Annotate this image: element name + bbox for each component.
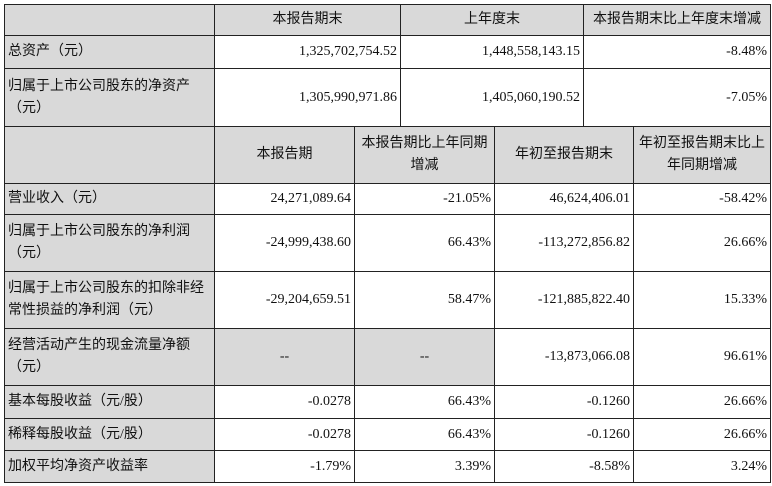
header-cell: 年初至报告期末 bbox=[494, 126, 634, 184]
row-label: 归属于上市公司股东的净利润（元） bbox=[4, 214, 215, 272]
value-cell: -0.1260 bbox=[494, 418, 634, 451]
row-label: 基本每股收益（元/股） bbox=[4, 385, 215, 419]
header-cell bbox=[4, 126, 215, 184]
value-cell: 96.61% bbox=[633, 328, 771, 386]
header-cell: 上年度末 bbox=[400, 4, 584, 36]
header-cell: 本报告期 bbox=[214, 126, 355, 184]
value-cell: -121,885,822.40 bbox=[494, 271, 634, 329]
value-cell: -113,272,856.82 bbox=[494, 214, 634, 272]
value-cell: 1,448,558,143.15 bbox=[400, 35, 584, 69]
table-row: 归属于上市公司股东的净利润（元） -24,999,438.60 66.43% -… bbox=[4, 214, 771, 272]
value-cell: -8.48% bbox=[583, 35, 771, 69]
income-table: 本报告期 本报告期比上年同期增减 年初至报告期末 年初至报告期末比上年同期增减 … bbox=[4, 126, 771, 483]
value-cell: 66.43% bbox=[354, 385, 495, 419]
header-cell: 年初至报告期末比上年同期增减 bbox=[633, 126, 771, 184]
row-label: 经营活动产生的现金流量净额（元） bbox=[4, 328, 215, 386]
income-header-row: 本报告期 本报告期比上年同期增减 年初至报告期末 年初至报告期末比上年同期增减 bbox=[4, 126, 771, 184]
value-cell: 26.66% bbox=[633, 418, 771, 451]
table-row: 经营活动产生的现金流量净额（元） -- -- -13,873,066.08 96… bbox=[4, 328, 771, 386]
value-cell: -29,204,659.51 bbox=[214, 271, 355, 329]
value-cell: 1,405,060,190.52 bbox=[400, 68, 584, 127]
table-row: 加权平均净资产收益率 -1.79% 3.39% -8.58% 3.24% bbox=[4, 450, 771, 483]
header-cell: 本报告期比上年同期增减 bbox=[354, 126, 495, 184]
table-row: 稀释每股收益（元/股） -0.0278 66.43% -0.1260 26.66… bbox=[4, 418, 771, 451]
value-cell: 3.24% bbox=[633, 450, 771, 483]
row-label: 总资产（元） bbox=[4, 35, 215, 69]
value-cell: -13,873,066.08 bbox=[494, 328, 634, 386]
row-label: 归属于上市公司股东的扣除非经常性损益的净利润（元） bbox=[4, 271, 215, 329]
value-cell: 66.43% bbox=[354, 418, 495, 451]
value-cell: -1.79% bbox=[214, 450, 355, 483]
row-label: 加权平均净资产收益率 bbox=[4, 450, 215, 483]
table-row: 基本每股收益（元/股） -0.0278 66.43% -0.1260 26.66… bbox=[4, 385, 771, 419]
value-cell: 66.43% bbox=[354, 214, 495, 272]
value-cell: -- bbox=[214, 328, 355, 386]
value-cell: -- bbox=[354, 328, 495, 386]
value-cell: 26.66% bbox=[633, 214, 771, 272]
value-cell: 1,325,702,754.52 bbox=[214, 35, 401, 69]
table-row: 总资产（元） 1,325,702,754.52 1,448,558,143.15… bbox=[4, 35, 771, 69]
value-cell: -0.0278 bbox=[214, 418, 355, 451]
value-cell: 1,305,990,971.86 bbox=[214, 68, 401, 127]
value-cell: 3.39% bbox=[354, 450, 495, 483]
value-cell: -24,999,438.60 bbox=[214, 214, 355, 272]
value-cell: -8.58% bbox=[494, 450, 634, 483]
header-cell: 本报告期末 bbox=[214, 4, 401, 36]
value-cell: 26.66% bbox=[633, 385, 771, 419]
value-cell: 15.33% bbox=[633, 271, 771, 329]
value-cell: 24,271,089.64 bbox=[214, 183, 355, 215]
header-cell: 本报告期末比上年度末增减 bbox=[583, 4, 771, 36]
row-label: 营业收入（元） bbox=[4, 183, 215, 215]
value-cell: -0.0278 bbox=[214, 385, 355, 419]
value-cell: 58.47% bbox=[354, 271, 495, 329]
table-row: 营业收入（元） 24,271,089.64 -21.05% 46,624,406… bbox=[4, 183, 771, 215]
value-cell: 46,624,406.01 bbox=[494, 183, 634, 215]
value-cell: -7.05% bbox=[583, 68, 771, 127]
table-row: 归属于上市公司股东的净资产（元） 1,305,990,971.86 1,405,… bbox=[4, 68, 771, 127]
row-label: 稀释每股收益（元/股） bbox=[4, 418, 215, 451]
financial-summary: 本报告期末 上年度末 本报告期末比上年度末增减 总资产（元） 1,325,702… bbox=[4, 4, 771, 483]
value-cell: -58.42% bbox=[633, 183, 771, 215]
balance-table: 本报告期末 上年度末 本报告期末比上年度末增减 总资产（元） 1,325,702… bbox=[4, 4, 771, 127]
balance-header-row: 本报告期末 上年度末 本报告期末比上年度末增减 bbox=[4, 4, 771, 36]
value-cell: -21.05% bbox=[354, 183, 495, 215]
value-cell: -0.1260 bbox=[494, 385, 634, 419]
header-cell bbox=[4, 4, 215, 36]
table-row: 归属于上市公司股东的扣除非经常性损益的净利润（元） -29,204,659.51… bbox=[4, 271, 771, 329]
row-label: 归属于上市公司股东的净资产（元） bbox=[4, 68, 215, 127]
